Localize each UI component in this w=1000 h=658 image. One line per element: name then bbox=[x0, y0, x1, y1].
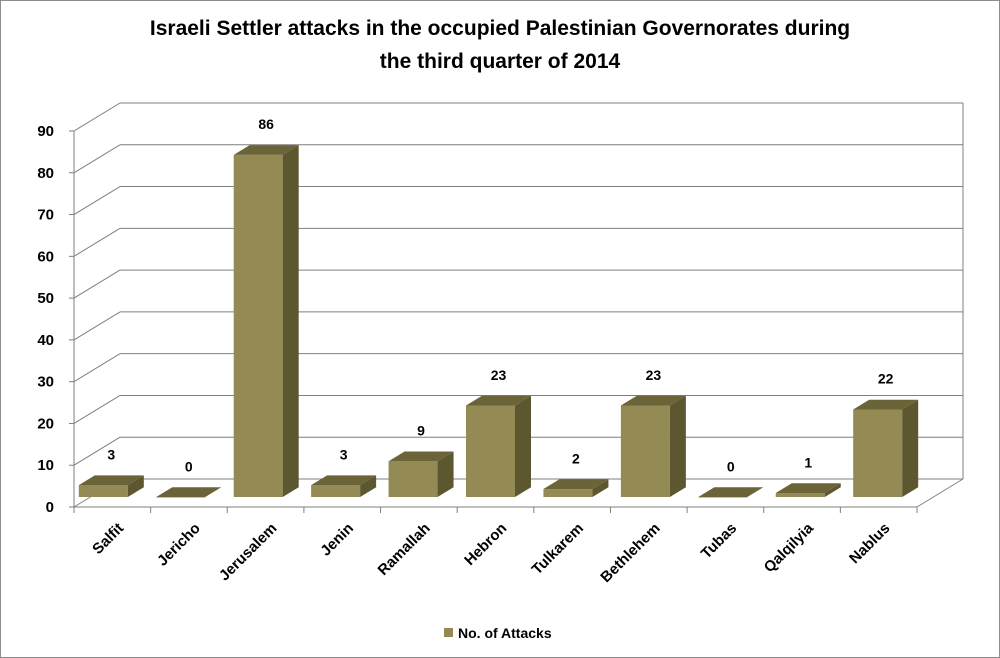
bar-top bbox=[698, 487, 764, 497]
data-label: 2 bbox=[572, 450, 580, 466]
bar-top bbox=[156, 487, 222, 497]
chart-title-line-1: Israeli Settler attacks in the occupied … bbox=[150, 17, 850, 40]
x-tick-label: Ramallah bbox=[375, 520, 434, 579]
x-tick-label: Qalqilyia bbox=[761, 519, 818, 576]
data-label: 3 bbox=[107, 446, 115, 462]
legend: No. of Attacks bbox=[444, 625, 552, 641]
bar-front bbox=[775, 493, 825, 497]
y-tick-label: 20 bbox=[37, 415, 54, 432]
bar-front bbox=[698, 497, 748, 498]
bar-top bbox=[853, 399, 919, 410]
data-label: 3 bbox=[340, 446, 348, 462]
bar-side bbox=[592, 479, 609, 497]
x-tick-label: Jericho bbox=[154, 520, 204, 570]
bar-top bbox=[388, 451, 454, 462]
bar-front bbox=[233, 154, 283, 497]
data-label: 1 bbox=[804, 454, 812, 470]
x-tick-label: Hebron bbox=[461, 520, 510, 569]
side-gridline bbox=[73, 144, 121, 174]
bar-top bbox=[466, 395, 531, 406]
floor-right-edge bbox=[916, 478, 964, 508]
bar-side bbox=[360, 475, 377, 497]
bar-top bbox=[78, 475, 144, 486]
bar-front bbox=[78, 485, 128, 497]
bar-tulkarem bbox=[543, 479, 609, 497]
side-gridline bbox=[73, 269, 121, 299]
bar-top bbox=[311, 475, 377, 486]
bar-front bbox=[156, 497, 206, 498]
data-label: 9 bbox=[417, 422, 425, 438]
chart-title-line-2: the third quarter of 2014 bbox=[380, 50, 621, 73]
bar-qalqilyia bbox=[775, 483, 841, 497]
y-tick-label: 50 bbox=[37, 290, 54, 307]
y-tick-label: 10 bbox=[37, 457, 54, 474]
bar-side bbox=[127, 475, 144, 497]
legend-label: No. of Attacks bbox=[458, 625, 552, 641]
bar-front bbox=[853, 409, 903, 497]
bar-ramallah bbox=[388, 451, 454, 497]
bar-front bbox=[388, 461, 438, 497]
bar-side bbox=[902, 399, 919, 497]
side-gridline bbox=[73, 353, 121, 383]
side-gridline bbox=[73, 227, 121, 257]
x-tick-label: Salfit bbox=[89, 520, 127, 558]
x-tick-label: Jenin bbox=[317, 520, 357, 560]
bar-nablus bbox=[853, 399, 919, 497]
chart-title: Israeli Settler attacks in the occupied … bbox=[150, 17, 850, 73]
data-label: 0 bbox=[185, 458, 193, 474]
y-tick-label: 70 bbox=[37, 207, 54, 224]
x-tick-label: Tulkarem bbox=[529, 520, 587, 578]
bar-bethlehem bbox=[620, 395, 686, 497]
bar-front bbox=[543, 489, 593, 497]
bar-top bbox=[775, 483, 841, 494]
bar-hebron bbox=[466, 395, 531, 497]
side-gridline bbox=[73, 102, 121, 132]
bar-jenin bbox=[311, 475, 377, 497]
bar-top bbox=[543, 479, 609, 490]
y-tick-label: 60 bbox=[37, 248, 54, 265]
bar-side bbox=[437, 451, 454, 497]
y-tick-label: 30 bbox=[37, 374, 54, 391]
data-label: 0 bbox=[727, 458, 735, 474]
x-tick-label: Jerusalem bbox=[216, 520, 281, 585]
data-label: 23 bbox=[646, 367, 662, 383]
side-gridline bbox=[73, 436, 121, 466]
bar-salfit bbox=[78, 475, 144, 497]
bar-front bbox=[311, 485, 361, 497]
y-tick-label: 40 bbox=[37, 332, 54, 349]
x-tick-label: Tubas bbox=[698, 520, 740, 562]
side-gridline bbox=[73, 311, 121, 341]
bar-front bbox=[620, 405, 670, 497]
bar-top bbox=[620, 395, 686, 406]
y-tick-label: 80 bbox=[37, 165, 54, 182]
bar-jericho bbox=[156, 487, 222, 498]
bar-front bbox=[466, 405, 515, 497]
data-label: 23 bbox=[491, 367, 507, 383]
bar-side bbox=[282, 145, 299, 497]
bar-jerusalem bbox=[233, 145, 299, 497]
bar-side bbox=[824, 483, 841, 497]
bars bbox=[78, 145, 919, 498]
x-tick-label: Bethlehem bbox=[597, 520, 663, 586]
y-tick-label: 0 bbox=[46, 499, 54, 516]
x-tick-label: Nablus bbox=[846, 520, 893, 567]
bar-side bbox=[515, 395, 531, 497]
data-label: 22 bbox=[878, 371, 894, 387]
data-labels: 3 0 86 3 9 23 2 23 0 1 22 bbox=[107, 116, 893, 474]
bar-top bbox=[233, 145, 299, 155]
side-gridline bbox=[73, 186, 121, 215]
data-label: 86 bbox=[258, 116, 274, 132]
legend-swatch bbox=[444, 628, 453, 637]
bar-side bbox=[669, 395, 686, 497]
y-tick-label: 90 bbox=[37, 123, 54, 140]
bar-tubas bbox=[698, 487, 764, 498]
side-gridline bbox=[73, 395, 121, 424]
